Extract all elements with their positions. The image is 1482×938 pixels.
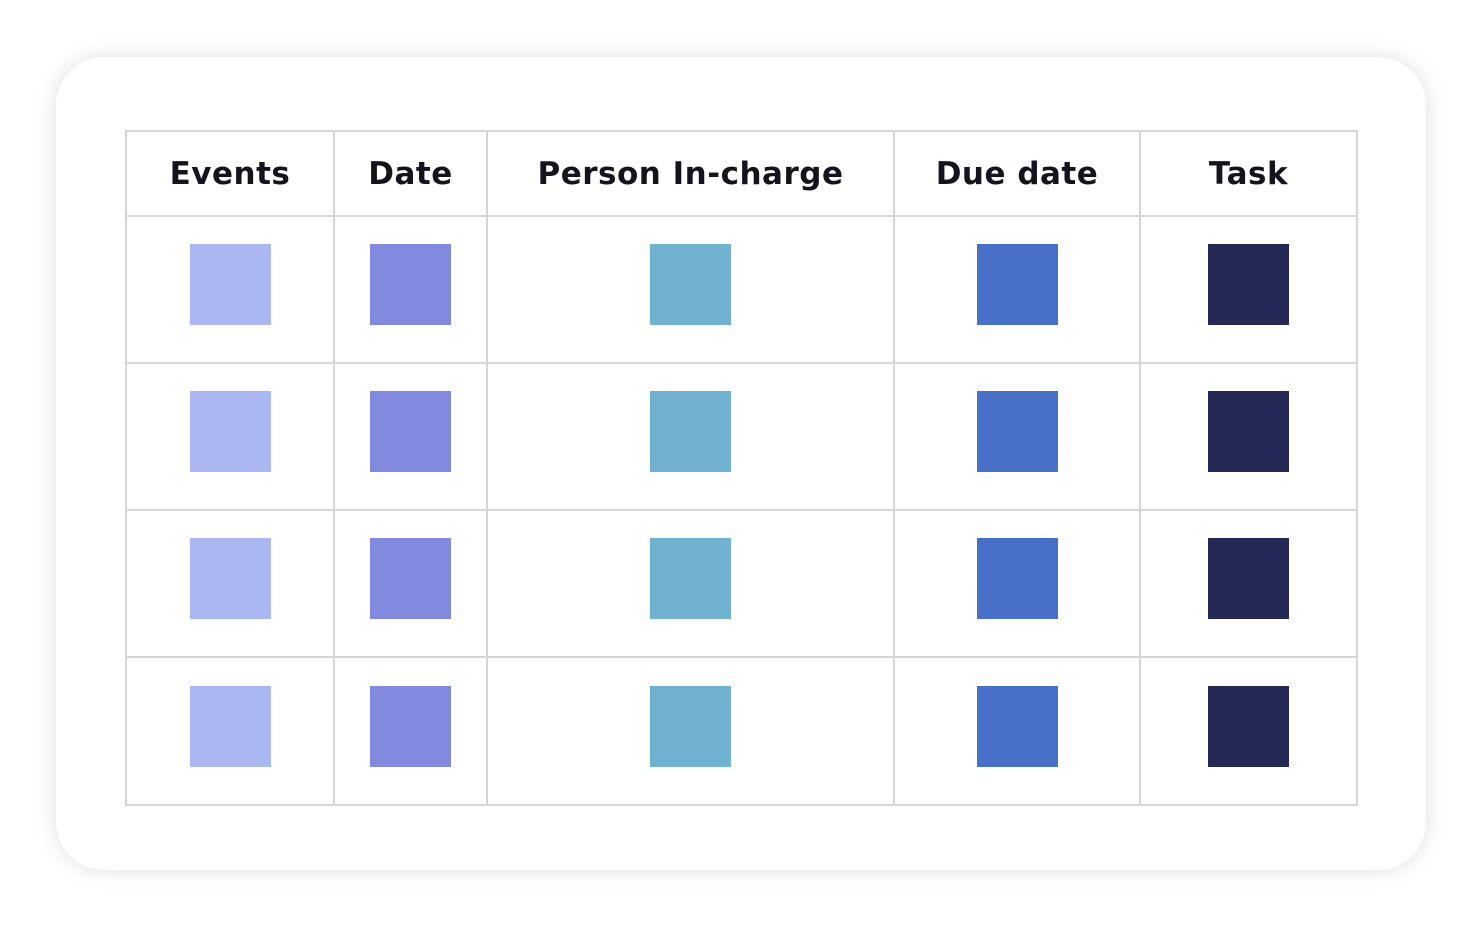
header-person-in-charge: Person In-charge: [488, 132, 895, 217]
color-swatch: [650, 244, 731, 325]
color-swatch: [650, 685, 731, 767]
table-cell: [127, 364, 335, 511]
color-swatch: [650, 538, 731, 619]
table-cell: [335, 658, 488, 804]
color-swatch: [976, 244, 1058, 325]
table-cell: [1141, 217, 1356, 364]
table-cell: [895, 511, 1141, 658]
card: [56, 57, 1426, 870]
table-cell: [1141, 364, 1356, 511]
color-swatch: [976, 538, 1058, 619]
color-swatch: [1208, 391, 1289, 472]
color-swatch: [189, 391, 271, 472]
table-cell: [127, 217, 335, 364]
color-swatch: [189, 244, 271, 325]
table-cell: [895, 217, 1141, 364]
color-swatch: [650, 391, 731, 472]
table-cell: [488, 511, 895, 658]
header-events: Events: [127, 132, 335, 217]
table-cell: [895, 658, 1141, 804]
table-cell: [335, 511, 488, 658]
header-label: Person In-charge: [537, 155, 844, 192]
header-task: Task: [1141, 132, 1356, 217]
color-swatch: [1208, 538, 1289, 619]
table-cell: [488, 364, 895, 511]
table-cell: [335, 217, 488, 364]
table-cell: [1141, 658, 1356, 804]
color-swatch: [1208, 685, 1289, 767]
table-cell: [488, 217, 895, 364]
table-cell: [127, 658, 335, 804]
table-cell: [127, 511, 335, 658]
color-swatch: [976, 391, 1058, 472]
header-label: Events: [169, 155, 291, 192]
header-due-date: Due date: [895, 132, 1141, 217]
header-date: Date: [335, 132, 488, 217]
color-swatch: [189, 685, 271, 767]
table-cell: [895, 364, 1141, 511]
color-swatch: [189, 538, 271, 619]
color-swatch: [976, 685, 1058, 767]
header-label: Date: [368, 155, 453, 192]
color-swatch: [370, 391, 451, 472]
table-cell: [1141, 511, 1356, 658]
color-swatch: [370, 685, 451, 767]
header-label: Due date: [935, 155, 1099, 192]
header-label: Task: [1208, 155, 1289, 192]
table-cell: [335, 364, 488, 511]
color-swatch: [370, 244, 451, 325]
table-cell: [488, 658, 895, 804]
task-table: Events Date Person In-charge Due date Ta…: [125, 130, 1358, 806]
color-swatch: [370, 538, 451, 619]
color-swatch: [1208, 244, 1289, 325]
